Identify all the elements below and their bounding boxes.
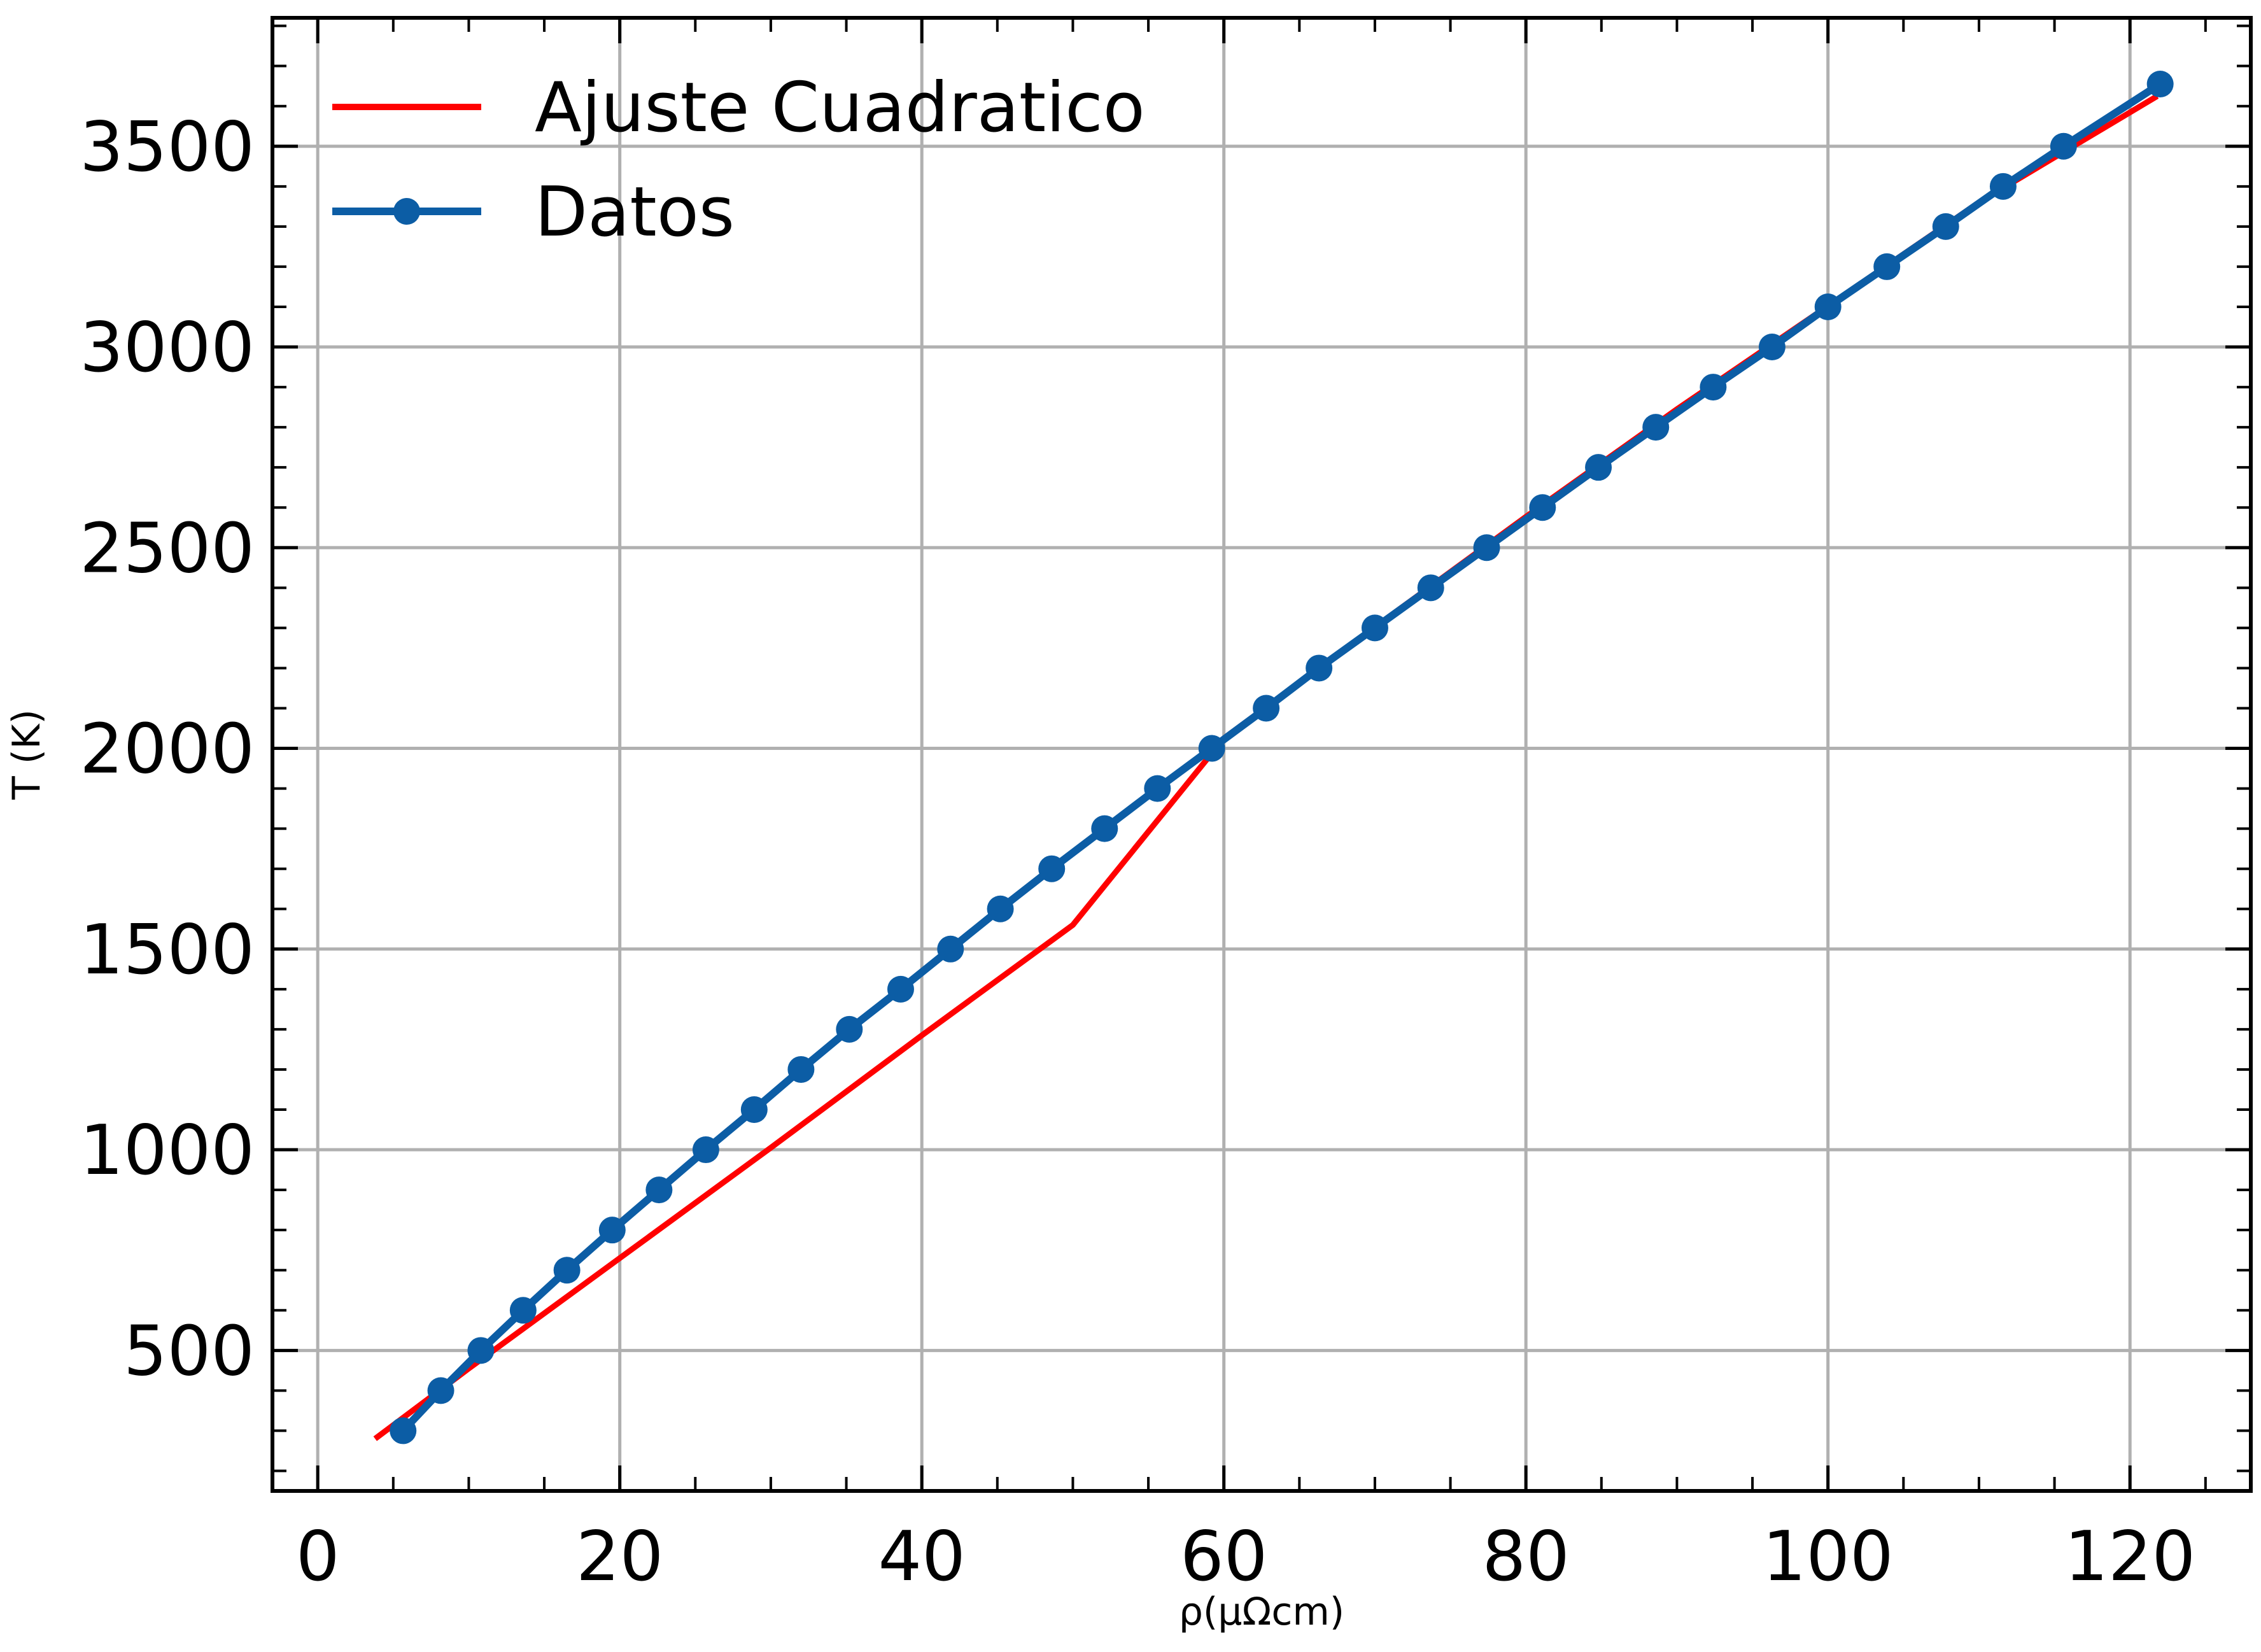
data-point — [1642, 414, 1670, 441]
data-point — [836, 1015, 863, 1043]
data-point — [787, 1055, 815, 1083]
x-tick-label: 20 — [576, 1517, 663, 1597]
data-point — [1585, 454, 1612, 481]
data-point — [1932, 213, 1959, 240]
data-point — [1091, 815, 1118, 842]
x-axis-title: ρ(μΩcm) — [1179, 1590, 1344, 1634]
plot-frame — [271, 16, 2253, 1493]
y-tick-label: 500 — [123, 1311, 255, 1391]
data-point — [509, 1297, 537, 1324]
legend-marker-1 — [393, 198, 420, 225]
y-tick-label: 2500 — [80, 509, 255, 588]
data-point — [1529, 494, 1556, 521]
data-point — [937, 935, 964, 963]
x-tick-label: 100 — [1763, 1517, 1894, 1597]
data-point — [1814, 293, 1842, 320]
data-point — [390, 1417, 417, 1444]
data-point — [692, 1136, 719, 1164]
legend-label-0: Ajuste Cuadratico — [535, 68, 1145, 148]
data-point — [1144, 775, 1171, 802]
series-line-1 — [400, 80, 2162, 1434]
axes-layer: 0 20 40 60 80 100 120 500 1000 1500 2000 2500 3000 35… — [80, 16, 2253, 1597]
y-tick-label: 1000 — [80, 1111, 255, 1190]
data-point — [1038, 855, 1066, 882]
grid-layer — [272, 18, 2251, 1491]
y-tick-label: 3500 — [80, 108, 255, 187]
y-axis-title: T (K) — [4, 709, 49, 800]
data-point — [987, 895, 1014, 922]
data-point — [1198, 735, 1225, 762]
x-tick-label: 60 — [1180, 1517, 1267, 1597]
legend: Ajuste Cuadratico Datos — [332, 68, 1145, 252]
series-layer — [373, 71, 2174, 1444]
data-point — [1473, 534, 1500, 561]
data-point — [1306, 654, 1333, 682]
data-point — [427, 1377, 454, 1404]
data-point — [1700, 374, 1727, 401]
x-tick-label: 40 — [878, 1517, 965, 1597]
y-tick-label: 3000 — [80, 308, 255, 388]
data-point — [1873, 253, 1901, 280]
y-tick-label: 1500 — [80, 910, 255, 990]
data-point — [598, 1217, 626, 1244]
x-tick-label: 120 — [2064, 1517, 2195, 1597]
data-point — [1758, 334, 1786, 361]
data-point — [887, 975, 914, 1003]
data-point — [467, 1337, 495, 1364]
data-point — [1417, 574, 1444, 602]
x-tick-label: 0 — [296, 1517, 340, 1597]
data-point — [553, 1257, 581, 1284]
data-point — [645, 1176, 673, 1204]
legend-label-1: Datos — [535, 173, 735, 252]
data-point — [1253, 695, 1280, 722]
x-tick-label: 80 — [1482, 1517, 1569, 1597]
data-point — [2050, 132, 2077, 160]
data-point — [1361, 614, 1388, 642]
data-point — [2146, 71, 2174, 98]
y-tick-label: 2000 — [80, 710, 255, 789]
data-point — [1989, 173, 2017, 200]
data-point — [740, 1096, 768, 1124]
